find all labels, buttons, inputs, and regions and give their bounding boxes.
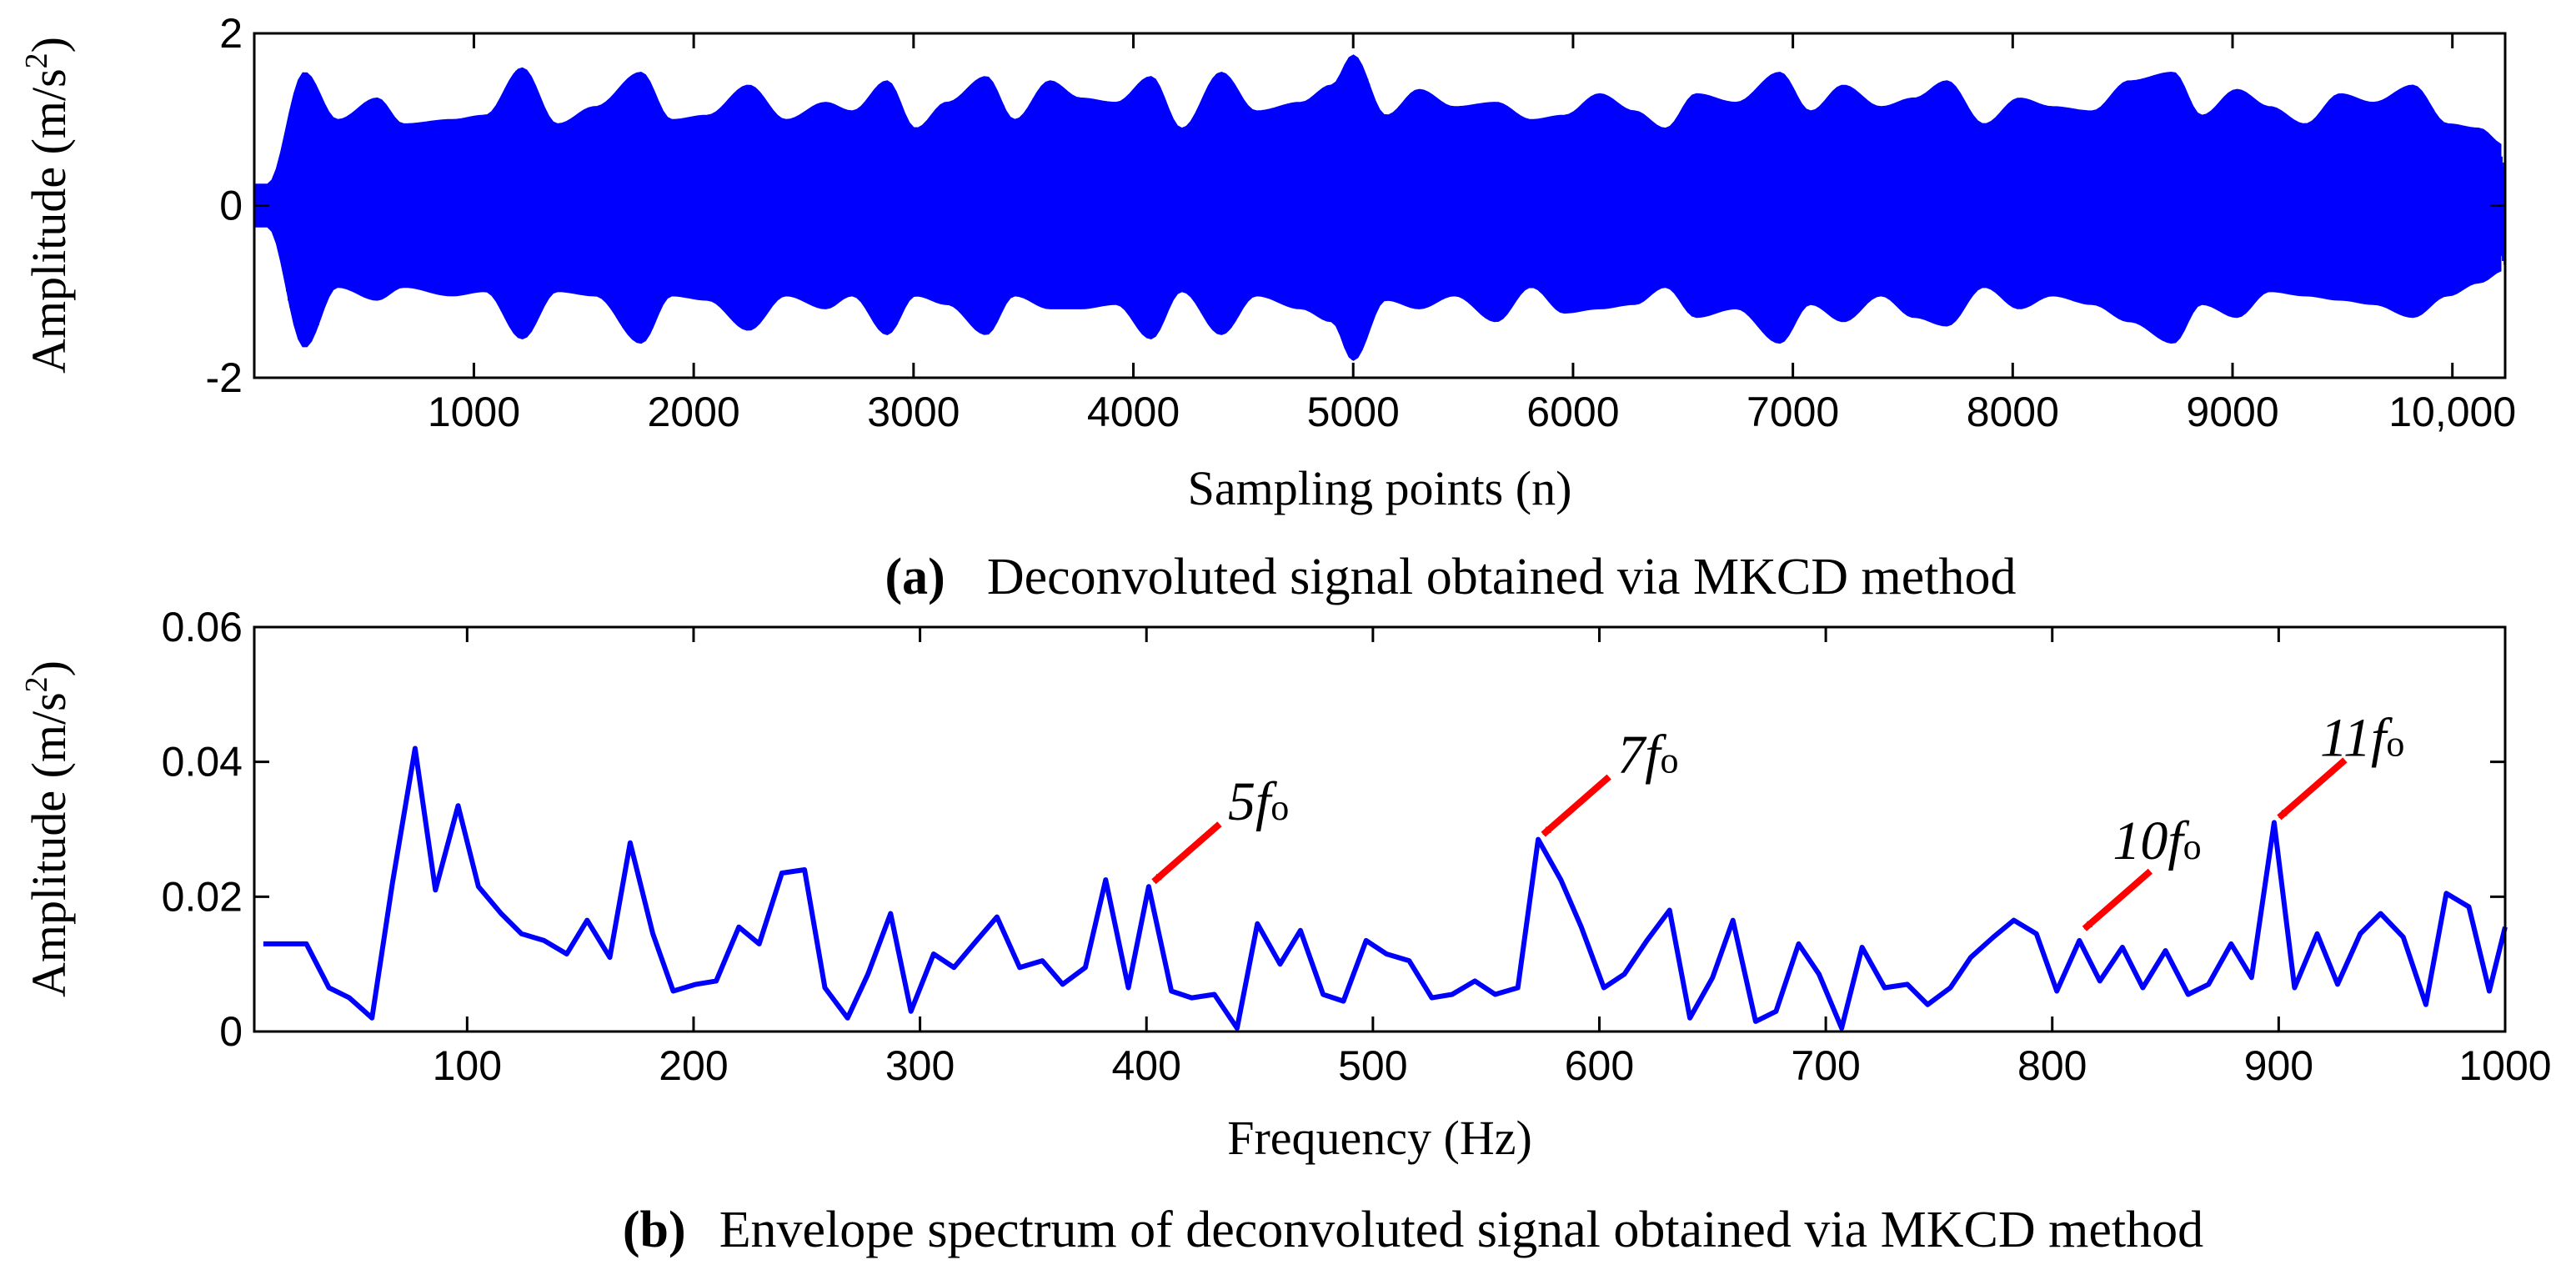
- panel-b-annotation-arrow: [1151, 821, 1222, 885]
- panel-b-caption: (b) Envelope spectrum of deconvoluted sig…: [623, 1202, 2203, 1258]
- panel-b-annotation-label: 5fo: [1228, 771, 1289, 832]
- panel-b-annotations: 5fo 7fo 10fo 11fo: [1151, 707, 2404, 931]
- panel-b-x-tick-label: 900: [2244, 1042, 2313, 1089]
- panel-a-signal-line: [253, 70, 2506, 361]
- panel-a-x-tick-label: 1000: [428, 389, 520, 435]
- panel-a-x-tick-label: 2000: [648, 389, 740, 435]
- panel-b-x-tick-label: 400: [1112, 1042, 1181, 1089]
- panel-a-x-tick-label: 9000: [2186, 389, 2278, 435]
- panel-b-plot-frame: [253, 625, 2507, 1033]
- panel-b-y-axis-label: Amplitude (m/s2): [19, 660, 76, 997]
- panel-b-x-tick-label: 100: [433, 1042, 502, 1089]
- panel-a-y-axis-label: Amplitude (m/s2): [19, 37, 76, 374]
- panel-b-y-axis-label-main: Amplitude (m/s: [22, 692, 76, 997]
- panel-b-envelope-spectrum: 100 200 300 400 500 600 700 800 900 1000 0 0.02 0.04…: [19, 604, 2552, 1258]
- panel-b-x-tick-label: 200: [659, 1042, 728, 1089]
- panel-b-annotation-arrow: [2082, 868, 2153, 931]
- panel-b-x-axis-label: Frequency (Hz): [1227, 1111, 1532, 1165]
- panel-b-spectrum-line: [263, 745, 2508, 1031]
- panel-b-y-tick-label: 0.06: [162, 604, 243, 650]
- panel-a-x-tick-label: 5000: [1307, 389, 1400, 435]
- panel-a-x-tick-label: 8000: [1967, 389, 2059, 435]
- panel-a-x-tick-label: 10,000: [2388, 389, 2516, 435]
- panel-a-y-axis-label-main: Amplitude (m/s: [22, 68, 76, 374]
- panel-b-caption-text: Envelope spectrum of deconvoluted signal…: [719, 1202, 2203, 1258]
- panel-a-x-tick-label: 6000: [1526, 389, 1619, 435]
- panel-b-annotation-label: 11fo: [2320, 707, 2404, 768]
- panel-a-deconvoluted-signal: 1000 2000 3000 4000 5000 6000 7000 8000 9000 10,0…: [19, 10, 2516, 605]
- panel-b-x-tick-label: 500: [1338, 1042, 1407, 1089]
- panel-a-caption-tag: (a): [885, 549, 945, 605]
- panel-b-caption-tag: (b): [623, 1202, 686, 1258]
- panel-b-x-tick-label: 800: [2017, 1042, 2087, 1089]
- panel-b-x-tick-label: 1000: [2458, 1042, 2551, 1089]
- panel-b-x-tick-label: 300: [885, 1042, 955, 1089]
- panel-a-x-axis-label: Sampling points (n): [1188, 461, 1572, 515]
- panel-a-y-axis-label-end: ): [22, 37, 76, 53]
- panel-a-y-axis-label-sup: 2: [19, 53, 54, 68]
- panel-b-annotation-label: 10fo: [2112, 811, 2201, 871]
- panel-a-caption: (a) Deconvoluted signal obtained via MKCD…: [885, 549, 2017, 605]
- panel-a-x-tick-label: 3000: [867, 389, 960, 435]
- panel-a-ticks: 1000 2000 3000 4000 5000 6000 7000 8000 9000 10,0…: [206, 10, 2517, 435]
- panel-b-annotation-arrow: [2277, 757, 2348, 821]
- panel-b-ticks: 100 200 300 400 500 600 700 800 900 1000 0 0.02 0.04…: [162, 604, 2552, 1089]
- panel-b-y-axis-label-sup: 2: [19, 676, 54, 692]
- panel-b-y-tick-label: 0.04: [162, 739, 243, 786]
- panel-a-x-tick-label: 4000: [1087, 389, 1180, 435]
- panel-a-x-tick-label: 7000: [1747, 389, 1839, 435]
- panel-b-spectrum-marks: [263, 745, 2508, 1031]
- panel-b-y-axis-label-end: ): [22, 660, 76, 676]
- panel-b-x-tick-label: 600: [1565, 1042, 1634, 1089]
- panel-a-caption-text: Deconvoluted signal obtained via MKCD me…: [987, 549, 2017, 605]
- panel-b-y-tick-label: 0: [219, 1008, 243, 1055]
- panel-a-signal-marks: [253, 54, 2506, 361]
- panel-a-y-tick-label: 2: [219, 10, 243, 57]
- panel-b-y-tick-label: 0.02: [162, 873, 243, 920]
- panel-a-y-tick-label: 0: [219, 183, 243, 229]
- panel-b-annotation-label: 7fo: [1617, 725, 1678, 786]
- panel-b-x-tick-label: 700: [1791, 1042, 1860, 1089]
- panel-b-annotation-arrow: [1541, 774, 1611, 837]
- panel-a-y-tick-label: -2: [206, 354, 243, 401]
